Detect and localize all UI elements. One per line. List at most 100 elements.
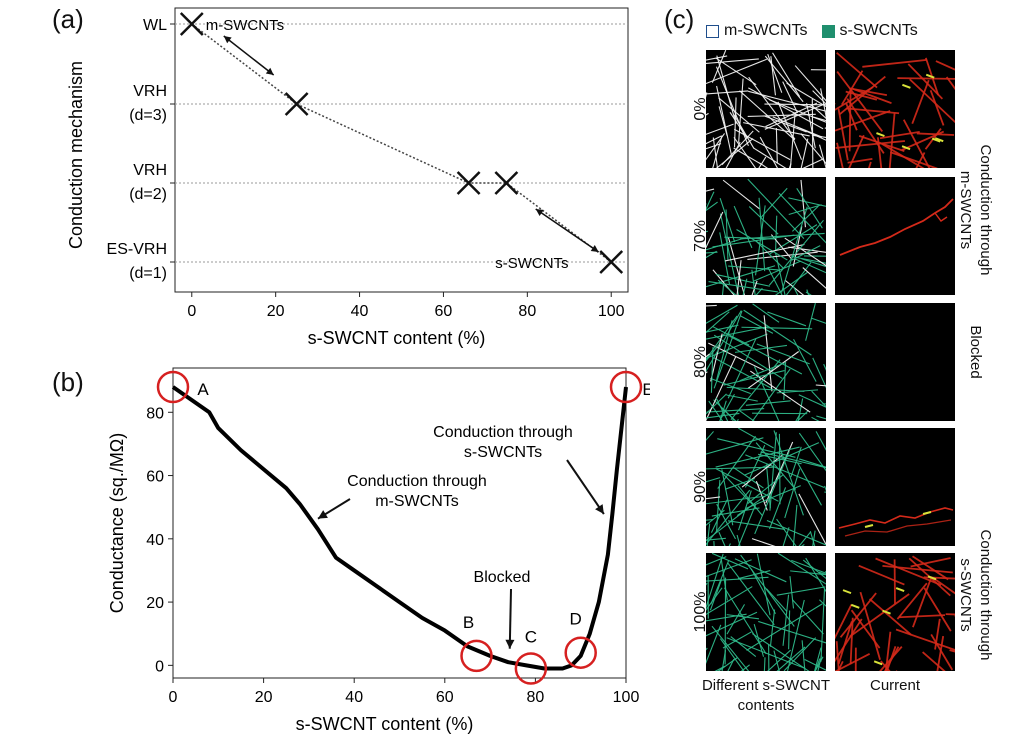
annotation-b: Conduction through — [433, 424, 573, 441]
s-swcnt-tube — [783, 595, 789, 646]
current-path — [862, 60, 927, 67]
side-label: Conduction through m-SWCNTs — [955, 110, 995, 310]
s-swcnt-tube — [794, 339, 817, 381]
m-swcnt-tube — [813, 117, 826, 128]
y-tick-label-a: WL — [143, 17, 167, 34]
y-tick-label-b: 80 — [146, 405, 164, 422]
panel-c-grid: 0%70%80%90%100%Conduction through m-SWCN… — [700, 50, 1028, 739]
current-tile — [835, 50, 955, 168]
s-swcnt-tube — [806, 303, 816, 341]
legend-m-swcnts: m-SWCNTs — [706, 22, 808, 40]
current-path — [840, 199, 953, 255]
s-swcnt-tube — [706, 252, 718, 258]
legend-label: m-SWCNTs — [724, 22, 808, 40]
panel-c-letter: (c) — [664, 4, 694, 35]
current-hotspot — [896, 588, 904, 591]
m-swcnt-tube — [771, 56, 776, 95]
m-swcnt-tube — [764, 104, 826, 105]
x-tick-label-a: 0 — [187, 303, 196, 320]
s-swcnt-tube — [803, 560, 826, 608]
current-hotspot — [928, 576, 936, 579]
m-swcnt-tube — [749, 77, 795, 139]
arrow-a — [224, 36, 274, 75]
m-swcnt-tube — [706, 305, 717, 307]
current-tile — [835, 177, 955, 295]
s-swcnt-tube — [789, 610, 790, 649]
annotation-a: m-SWCNTs — [206, 17, 284, 34]
s-swcnt-tube — [777, 587, 826, 595]
m-swcnt-tube — [760, 137, 802, 168]
x-tick-label-a: 40 — [351, 303, 369, 320]
x-tick-label-b: 0 — [169, 689, 178, 706]
current-path — [859, 566, 905, 585]
s-swcnt-tube — [763, 657, 765, 671]
y-axis-label-b: Conductance (sq./MΩ) — [107, 433, 127, 614]
legend-swatch — [822, 25, 835, 38]
s-swcnt-tube — [735, 345, 787, 352]
circle-label: A — [197, 380, 209, 399]
s-swcnt-tube — [706, 238, 746, 264]
bottom-label-current: Current — [835, 676, 955, 696]
annotation-a: s-SWCNTs — [495, 255, 568, 272]
s-swcnt-tube — [776, 216, 777, 251]
current-hotspot — [902, 85, 910, 88]
current-hotspot — [865, 525, 873, 527]
current-path — [912, 80, 928, 124]
s-swcnt-tube — [749, 207, 778, 235]
s-swcnt-tube — [767, 312, 806, 326]
network-tile — [706, 553, 826, 671]
annotation-b: m-SWCNTs — [375, 493, 459, 510]
current-path — [848, 159, 873, 163]
m-swcnt-tube — [811, 70, 826, 71]
x-tick-label-b: 80 — [527, 689, 545, 706]
s-swcnt-tube — [781, 410, 809, 421]
current-path — [835, 111, 890, 131]
s-swcnt-tube — [724, 371, 785, 386]
current-path — [888, 113, 894, 168]
bottom-label-contents: Different s-SWCNT contents — [686, 676, 846, 716]
m-swcnt-tube — [706, 139, 753, 168]
network-tile — [706, 50, 826, 168]
s-swcnt-tube — [706, 251, 717, 284]
s-swcnt-tube — [706, 431, 714, 465]
y-tick-label-b: 0 — [155, 658, 164, 675]
s-swcnt-tube — [706, 544, 730, 546]
s-swcnt-tube — [706, 245, 707, 290]
s-swcnt-tube — [774, 532, 810, 546]
x-tick-label-a: 20 — [267, 303, 285, 320]
current-path — [890, 152, 937, 168]
circle-label: C — [525, 628, 537, 647]
s-swcnt-tube — [761, 188, 787, 217]
legend-swatch — [706, 25, 719, 38]
m-swcnt-tube — [706, 212, 723, 277]
m-swcnt-tube — [734, 129, 790, 159]
y-tick-label-b: 20 — [146, 595, 164, 612]
current-path — [913, 576, 932, 627]
y-tick-label-a: (d=1) — [129, 265, 167, 282]
arrow-a — [536, 209, 599, 252]
s-swcnt-tube — [767, 589, 787, 612]
current-path — [910, 79, 955, 129]
s-swcnt-tube — [770, 225, 817, 254]
annotation-b: Blocked — [474, 569, 531, 586]
current-path — [946, 614, 955, 616]
s-swcnt-tube — [821, 589, 825, 662]
s-swcnt-tube — [767, 521, 826, 546]
s-swcnt-tube — [759, 198, 765, 271]
s-swcnt-tube — [812, 318, 826, 332]
annotation-b: s-SWCNTs — [464, 444, 542, 461]
current-tile — [835, 428, 955, 546]
m-swcnt-tube — [723, 180, 759, 209]
current-hotspot — [843, 590, 851, 593]
y-tick-label-a: VRH — [133, 83, 167, 100]
s-swcnt-tube — [770, 610, 774, 647]
current-path — [837, 53, 877, 88]
y-tick-label-a: ES-VRH — [107, 241, 167, 258]
current-hotspot — [851, 605, 859, 608]
current-hotspot — [926, 75, 934, 78]
current-path — [839, 508, 953, 528]
s-swcnt-tube — [785, 469, 800, 518]
arrow-head-a — [591, 245, 599, 252]
legend-s-swcnts: s-SWCNTs — [822, 22, 918, 40]
m-swcnt-tube — [730, 112, 747, 138]
